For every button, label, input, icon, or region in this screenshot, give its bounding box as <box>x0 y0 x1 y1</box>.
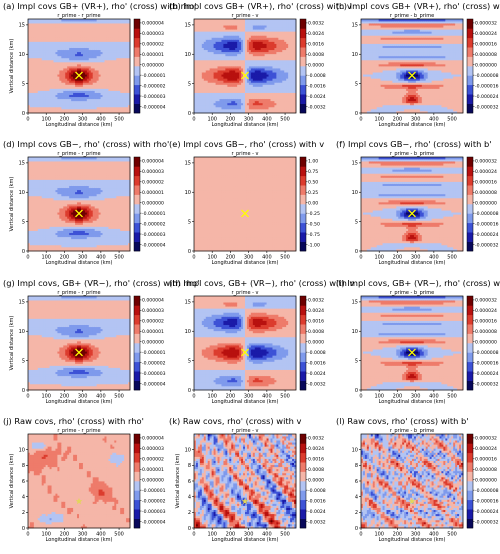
colorbar-tick-label: 0.000004 <box>142 21 164 27</box>
colorbar-segment <box>134 94 140 104</box>
colorbar-tick-label: -0.000003 <box>142 94 166 100</box>
panel-title: (b) Impl covs GB+ (VR+), rho' (cross) wi… <box>169 1 352 11</box>
x-tick-label: 500 <box>114 117 124 123</box>
panel-subtitle: r_prime - v <box>231 13 258 19</box>
colorbar-segment <box>134 75 140 85</box>
panel-title: (c) Impl covs GB+ (VR+), rho' (cross) wi… <box>336 1 500 11</box>
panel-b: (b) Impl covs GB+ (VR+), rho' (cross) wi… <box>169 1 352 128</box>
colorbar-tick-label: 0.0016 <box>308 42 324 48</box>
y-tick-label: 0 <box>188 111 191 117</box>
colorbar-tick-label: -0.000002 <box>142 83 166 89</box>
colorbar-segment <box>300 75 306 85</box>
heatmap-cells <box>28 19 130 113</box>
colorbar-tick-label: 0.0024 <box>308 31 324 37</box>
colorbar-segment <box>300 19 306 29</box>
heatmap-cells <box>194 19 296 113</box>
panel-a: (a) Impl covs GB+ (VR+), rho' (cross) wi… <box>3 1 197 128</box>
y-tick-label: 10 <box>185 52 191 58</box>
colorbar-segment <box>300 104 306 114</box>
colorbar-tick-label: -0.0024 <box>308 94 326 100</box>
colorbar-segment <box>300 38 306 48</box>
x-tick-label: 0 <box>192 117 195 123</box>
colorbar-segment <box>300 47 306 57</box>
colorbar-segment <box>134 38 140 48</box>
y-tick-label: 0 <box>22 111 25 117</box>
colorbar-segment <box>134 28 140 38</box>
colorbar-tick-label: 0.0000 <box>308 63 324 69</box>
colorbar-tick-label: -0.000004 <box>142 104 166 110</box>
colorbar-tick-label: 0.000002 <box>142 42 164 48</box>
panel-subtitle: r_prime - b_prime <box>390 13 434 19</box>
colorbar-segment <box>300 85 306 95</box>
colorbar-tick-label: -0.0008 <box>308 73 326 79</box>
colorbar-segment <box>300 94 306 104</box>
colorbar-tick-label: 0.000001 <box>142 52 164 58</box>
colorbar-tick-label: 0.000003 <box>142 31 164 37</box>
x-tick-label: 0 <box>26 117 29 123</box>
colorbar-segment <box>134 66 140 76</box>
x-axis-label: Longitudinal distance (km) <box>212 122 279 128</box>
y-axis-label: Vertical distance (km) <box>9 39 15 94</box>
colorbar-tick-label: -0.000001 <box>142 73 166 79</box>
y-tick-label: 15 <box>19 23 25 29</box>
colorbar-tick-label: 0.0008 <box>308 52 324 58</box>
heatmap-cells <box>361 19 463 113</box>
colorbar-segment <box>300 28 306 38</box>
y-tick-label: 10 <box>19 52 25 58</box>
y-tick-label: 15 <box>185 23 191 29</box>
colorbar-segment <box>134 57 140 67</box>
colorbar-segment <box>134 85 140 95</box>
x-axis-label: Longitudinal distance (km) <box>46 122 113 128</box>
colorbar-tick-label: -0.0032 <box>308 104 326 110</box>
colorbar-segment <box>300 57 306 67</box>
colorbar-tick-label: -0.0016 <box>308 83 326 89</box>
colorbar-tick-label: 0.000000 <box>142 63 164 69</box>
x-tick-label: 500 <box>280 117 290 123</box>
panel-c: (c) Impl covs GB+ (VR+), rho' (cross) wi… <box>336 1 500 128</box>
y-tick-label: 5 <box>188 81 191 87</box>
colorbar-segment <box>134 104 140 114</box>
colorbar-tick-label: 0.0032 <box>308 21 324 27</box>
colorbar-segment <box>300 66 306 76</box>
colorbar-segment <box>134 47 140 57</box>
colorbar-segment <box>134 19 140 29</box>
y-tick-label: 5 <box>22 81 25 87</box>
panel-subtitle: r_prime - r_prime <box>57 13 100 19</box>
panel-title: (a) Impl covs GB+ (VR+), rho' (cross) wi… <box>3 1 197 11</box>
